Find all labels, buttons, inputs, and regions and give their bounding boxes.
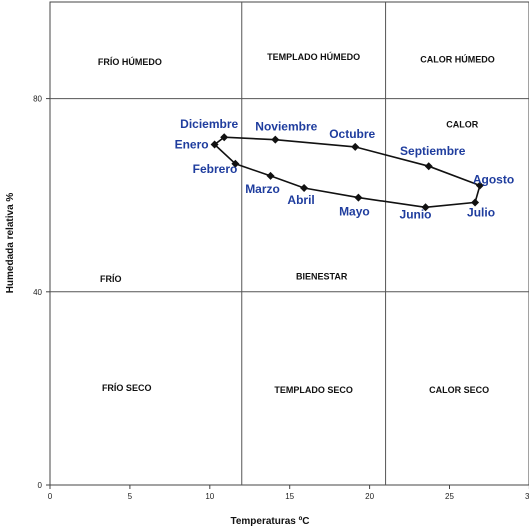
zone-label: FRÍO HÚMEDO [98, 56, 162, 67]
x-axis-title: Temperaturas ºC [230, 516, 309, 527]
y-tick-label: 40 [33, 288, 42, 297]
x-tick-label: 0 [48, 492, 53, 501]
zone-labels: FRÍO HÚMEDO TEMPLADO HÚMEDO CALOR HÚMEDO CA… [98, 51, 495, 395]
y-tick-label: 0 [38, 481, 43, 490]
data-label-octubre: Octubre [329, 127, 375, 141]
data-point-julio [471, 198, 480, 207]
zone-label: FRÍO [100, 274, 122, 284]
data-point-septiembre [424, 162, 433, 171]
zone-label: CALOR SECO [429, 385, 489, 395]
zone-label: CALOR [446, 120, 478, 130]
x-tick-label: 15 [285, 492, 294, 501]
data-label-abril: Abril [287, 193, 314, 207]
x-tick-label: 30 [525, 492, 529, 501]
data-point-marzo [266, 171, 275, 180]
data-point-noviembre [271, 135, 280, 144]
x-tick-label: 10 [205, 492, 214, 501]
data-label-junio: Junio [400, 207, 432, 221]
data-point-enero [210, 140, 219, 149]
zone-label: FRÍO SECO [102, 383, 152, 393]
zone-label: CALOR HÚMEDO [420, 53, 495, 64]
plot-frame [49, 1, 529, 486]
zone-label: TEMPLADO HÚMEDO [267, 51, 360, 62]
zone-boundary-lines [50, 2, 529, 485]
data-point-abril [300, 183, 309, 192]
zone-label: BIENESTAR [296, 272, 348, 282]
axis-ticks: 0 5 10 15 20 25 30 0 40 80 [33, 95, 529, 501]
data-point-junio [421, 203, 430, 212]
data-point-diciembre [220, 133, 229, 142]
data-label-diciembre: Diciembre [180, 117, 238, 131]
data-point-octubre [351, 142, 360, 151]
data-label-marzo: Marzo [245, 182, 280, 196]
zone-label: TEMPLADO SECO [274, 385, 353, 395]
data-point-febrero [231, 159, 240, 168]
data-label-mayo: Mayo [339, 205, 370, 219]
data-label-febrero: Febrero [193, 162, 238, 176]
data-label-septiembre: Septiembre [400, 144, 466, 158]
month-labels: Enero Febrero Marzo Abril Mayo Junio Julio Agos… [175, 117, 515, 221]
data-point-agosto [475, 181, 484, 190]
x-tick-label: 25 [445, 492, 454, 501]
data-label-noviembre: Noviembre [255, 120, 317, 134]
data-label-enero: Enero [175, 137, 209, 151]
y-tick-label: 80 [33, 95, 42, 104]
y-axis-title: Humedada relativa % [5, 193, 16, 294]
data-label-julio: Julio [467, 205, 495, 219]
data-label-agosto: Agosto [473, 173, 514, 187]
x-tick-label: 20 [365, 492, 374, 501]
data-series [210, 133, 484, 212]
x-tick-label: 5 [128, 492, 133, 501]
data-point-mayo [354, 193, 363, 202]
